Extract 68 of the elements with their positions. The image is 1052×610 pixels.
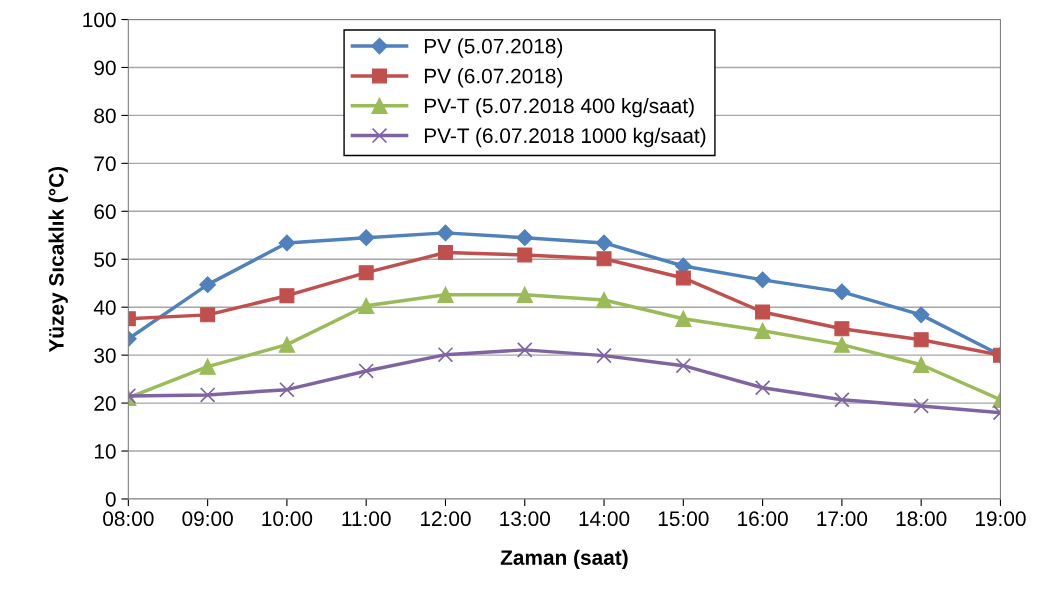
x-tick-label: 16:00 bbox=[738, 511, 788, 527]
point bbox=[357, 297, 375, 314]
x-tick-label: 10:00 bbox=[262, 511, 313, 527]
point bbox=[913, 398, 929, 414]
y-tick-label: 40 bbox=[93, 300, 116, 315]
y-axis-title: Yüzey Sıcaklık (°C) bbox=[48, 166, 68, 353]
point bbox=[279, 288, 295, 304]
y-tick-label: 50 bbox=[94, 252, 116, 267]
x-tick-label: 08:00 bbox=[103, 511, 154, 527]
point bbox=[200, 307, 216, 323]
y-tick-label: 20 bbox=[94, 396, 116, 411]
x-tick-label: 18:00 bbox=[896, 511, 947, 527]
point bbox=[912, 306, 930, 324]
x-tick-label: 12:00 bbox=[421, 511, 471, 527]
x-tick-label: 14:00 bbox=[579, 511, 630, 527]
y-tick-label: 90 bbox=[94, 60, 116, 76]
point bbox=[754, 379, 771, 396]
point bbox=[596, 347, 612, 364]
point bbox=[754, 271, 772, 289]
point bbox=[199, 387, 216, 403]
point bbox=[437, 286, 454, 303]
point bbox=[279, 381, 295, 398]
point bbox=[596, 251, 612, 267]
y-tick-label: 10 bbox=[94, 444, 116, 459]
point bbox=[357, 229, 375, 247]
point bbox=[517, 247, 533, 263]
point bbox=[755, 304, 771, 320]
y-tick-label: 60 bbox=[94, 204, 116, 220]
point bbox=[516, 229, 534, 247]
point bbox=[358, 265, 374, 281]
point bbox=[912, 356, 930, 373]
x-tick-label: 15:00 bbox=[658, 511, 709, 527]
point bbox=[437, 224, 454, 242]
x-tick-label: 11:00 bbox=[342, 511, 391, 527]
point bbox=[199, 276, 217, 294]
legend-label: PV-T (6.07.2018 1000 kg/saat) bbox=[424, 127, 706, 148]
x-tick-label: 17:00 bbox=[817, 511, 868, 527]
point bbox=[516, 342, 533, 358]
y-tick-label: 30 bbox=[94, 348, 116, 363]
x-axis-title: Zaman (saat) bbox=[500, 549, 628, 570]
point bbox=[913, 332, 929, 348]
point bbox=[675, 357, 692, 374]
y-tick-label: 80 bbox=[94, 108, 116, 124]
point bbox=[754, 322, 771, 339]
point bbox=[834, 321, 850, 337]
point bbox=[595, 291, 613, 309]
point bbox=[358, 363, 374, 379]
point bbox=[595, 234, 613, 252]
point bbox=[833, 283, 851, 301]
point bbox=[833, 336, 851, 353]
x-tick-label: 13:00 bbox=[500, 511, 551, 527]
legend-label: PV (6.07.2018) bbox=[424, 68, 563, 88]
point bbox=[278, 336, 296, 353]
point bbox=[437, 346, 454, 363]
point bbox=[516, 286, 533, 303]
legend-label: PV (5.07.2018) bbox=[424, 38, 563, 58]
legend-label: PV-T (5.07.2018 400 kg/saat) bbox=[424, 97, 694, 118]
x-tick-label: 19:00 bbox=[975, 511, 1026, 527]
point bbox=[675, 270, 691, 286]
point bbox=[675, 310, 692, 327]
y-tick-label: 0 bbox=[105, 491, 116, 507]
point bbox=[199, 358, 216, 375]
point bbox=[278, 234, 296, 252]
point bbox=[437, 245, 453, 261]
point bbox=[834, 391, 850, 408]
y-tick-label: 70 bbox=[94, 156, 116, 172]
x-tick-label: 09:00 bbox=[182, 511, 233, 527]
y-tick-label: 100 bbox=[83, 12, 116, 28]
